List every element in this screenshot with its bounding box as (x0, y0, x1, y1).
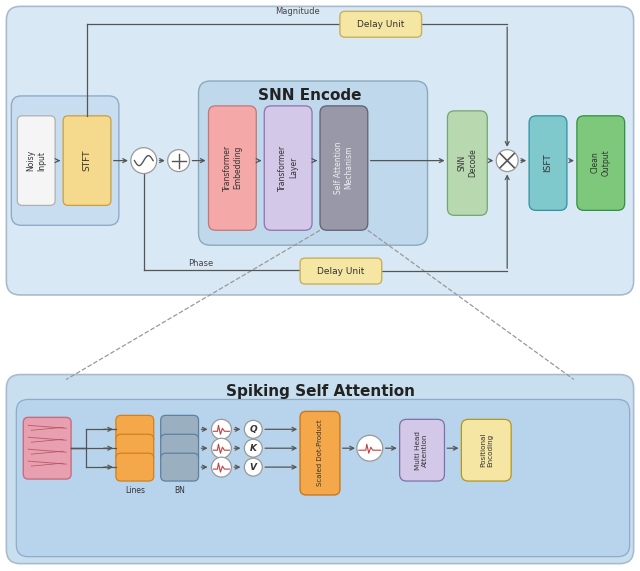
Circle shape (168, 150, 189, 171)
Text: Delay Unit: Delay Unit (317, 267, 365, 276)
Circle shape (244, 439, 262, 457)
FancyBboxPatch shape (6, 6, 634, 295)
FancyBboxPatch shape (399, 419, 444, 481)
FancyBboxPatch shape (161, 435, 198, 462)
Text: Phase: Phase (188, 259, 213, 268)
Text: Transformer
Embedding: Transformer Embedding (223, 144, 242, 191)
Text: Spiking Self Attention: Spiking Self Attention (225, 384, 415, 399)
FancyBboxPatch shape (161, 415, 198, 443)
FancyBboxPatch shape (577, 116, 625, 210)
Circle shape (496, 150, 518, 171)
FancyBboxPatch shape (264, 106, 312, 230)
Text: Magnitude: Magnitude (275, 7, 320, 16)
Text: Positional
Encoding: Positional Encoding (480, 433, 493, 468)
FancyBboxPatch shape (63, 116, 111, 206)
Circle shape (211, 439, 232, 458)
Text: SNN Encode: SNN Encode (259, 89, 362, 103)
FancyBboxPatch shape (209, 106, 256, 230)
Text: Scaled Dot-Product: Scaled Dot-Product (317, 420, 323, 486)
FancyBboxPatch shape (12, 96, 119, 226)
Circle shape (211, 457, 232, 477)
FancyBboxPatch shape (116, 453, 154, 481)
Text: Clean
Output: Clean Output (591, 149, 611, 176)
Text: Noisy
Input: Noisy Input (26, 150, 46, 171)
FancyBboxPatch shape (461, 419, 511, 481)
Text: K: K (250, 444, 257, 453)
Circle shape (244, 420, 262, 439)
Circle shape (244, 458, 262, 476)
FancyBboxPatch shape (17, 116, 55, 206)
Text: Multi Head
Attention: Multi Head Attention (415, 431, 428, 470)
Circle shape (211, 419, 232, 439)
FancyBboxPatch shape (320, 106, 368, 230)
Circle shape (357, 435, 383, 461)
FancyBboxPatch shape (17, 400, 630, 557)
Text: ISFT: ISFT (543, 153, 552, 172)
Text: Delay Unit: Delay Unit (357, 20, 404, 29)
FancyBboxPatch shape (23, 417, 71, 479)
FancyBboxPatch shape (529, 116, 567, 210)
Text: BN: BN (174, 486, 185, 496)
Text: Self Attention
Mechanism: Self Attention Mechanism (334, 142, 353, 194)
Text: SNN
Decode: SNN Decode (458, 148, 477, 177)
FancyBboxPatch shape (116, 435, 154, 462)
FancyBboxPatch shape (340, 11, 422, 37)
Text: Q: Q (250, 425, 257, 434)
FancyBboxPatch shape (6, 375, 634, 564)
FancyBboxPatch shape (198, 81, 428, 245)
FancyBboxPatch shape (161, 453, 198, 481)
Text: Transformer
Layer: Transformer Layer (278, 144, 298, 191)
Circle shape (131, 148, 157, 174)
Text: Lines: Lines (125, 486, 145, 496)
FancyBboxPatch shape (300, 411, 340, 495)
Text: STFT: STFT (83, 150, 92, 171)
FancyBboxPatch shape (116, 415, 154, 443)
Text: V: V (250, 463, 257, 472)
FancyBboxPatch shape (447, 111, 487, 215)
FancyBboxPatch shape (300, 258, 381, 284)
